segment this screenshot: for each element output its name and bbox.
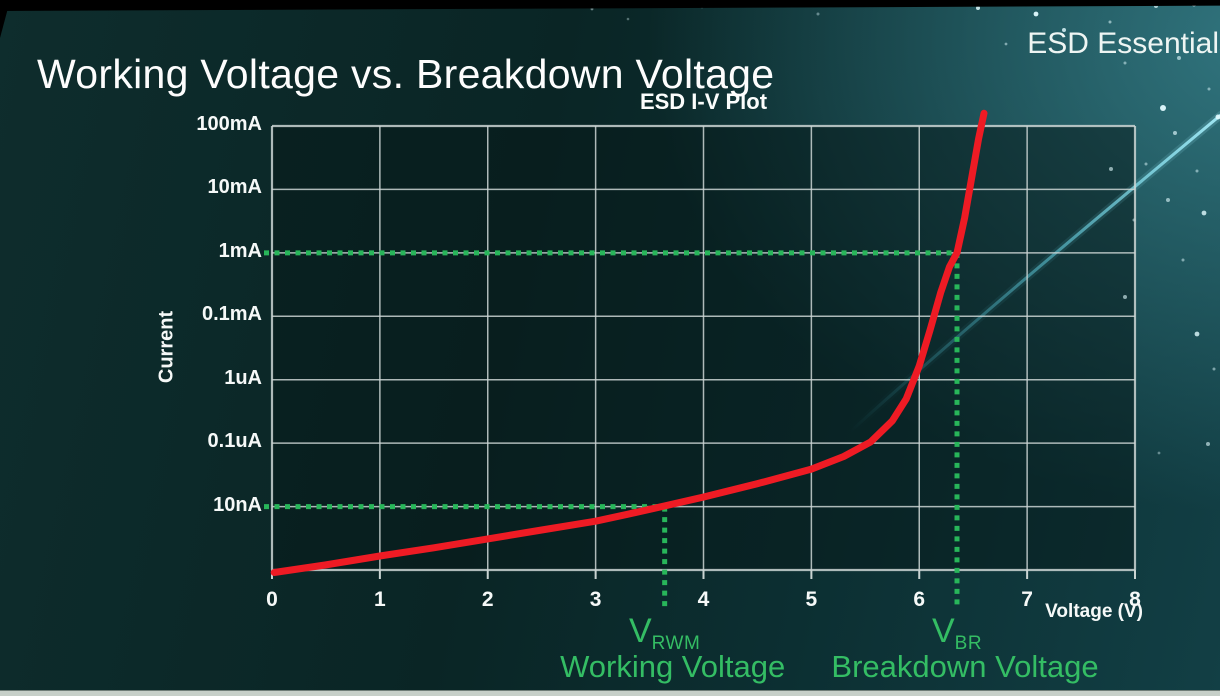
particle-dot (1206, 442, 1210, 446)
particle-dot (1033, 11, 1039, 17)
particle-dot (1173, 131, 1177, 135)
vbr-subscript: BR (954, 633, 983, 654)
particle-dot (1215, 114, 1220, 120)
x-tick-label: 8 (1129, 588, 1141, 611)
x-tick-label: 4 (697, 588, 710, 611)
y-tick-label: 0.1mA (201, 303, 262, 326)
particle-dot (1062, 28, 1066, 32)
particle-dot (1004, 42, 1008, 46)
y-tick-label: 1uA (224, 366, 262, 389)
y-tick-label: 0.1uA (207, 430, 262, 453)
frame-bottom-bar (0, 690, 1220, 696)
breakdown-voltage-label: Breakdown Voltage (831, 649, 1099, 684)
particle-dot (1157, 451, 1161, 455)
vrwm-symbol: V (628, 612, 652, 650)
x-tick-label: 1 (374, 588, 386, 611)
particle-dot (1177, 56, 1181, 60)
chart-title: ESD I-V Plot (639, 89, 768, 114)
x-tick-label: 0 (266, 588, 278, 611)
particle-dot (626, 17, 630, 21)
page-title: Working Voltage vs. Breakdown Voltage (37, 51, 775, 98)
particle-dot (1123, 61, 1127, 65)
x-tick-label: 3 (589, 588, 602, 611)
particle-dot (1207, 87, 1211, 91)
particle-dot (976, 6, 980, 10)
particle-dot (1123, 295, 1127, 299)
particle-dot (1109, 167, 1113, 171)
particle-dot (1212, 367, 1216, 371)
vbr-symbol: V (931, 612, 955, 650)
iv-curve (270, 109, 988, 576)
y-tick-label: 1mA (218, 239, 262, 262)
x-tick-label: 7 (1021, 588, 1033, 611)
particle-dot (816, 12, 820, 16)
y-tick-label: 10mA (207, 176, 262, 199)
x-axis-label: Voltage (V) (1045, 601, 1143, 622)
x-tick-label: 6 (913, 588, 926, 611)
particle-dot (1160, 105, 1166, 111)
particle-dot (1108, 20, 1112, 24)
particle-dot (1195, 169, 1199, 173)
y-tick-label: 100mA (196, 113, 262, 135)
brand-title: ESD Essentials (1027, 27, 1220, 60)
particle-dot (1201, 210, 1207, 216)
particle-dot (1181, 258, 1185, 262)
y-tick-label: 10nA (213, 493, 262, 516)
x-tick-label: 2 (481, 588, 494, 611)
vrwm-subscript: RWM (651, 633, 701, 654)
letterbox-corner-wedge (0, 8, 8, 38)
particle-dot (1194, 331, 1200, 337)
vrwm-annotation: VRWM (628, 612, 701, 654)
particle-dot (1166, 198, 1170, 202)
vbr-annotation: VBR (931, 612, 983, 654)
particle-dot (1144, 162, 1148, 166)
swoosh-line (848, 113, 1220, 434)
x-tick-label: 5 (805, 588, 818, 611)
working-voltage-label: Working Voltage (560, 649, 786, 684)
